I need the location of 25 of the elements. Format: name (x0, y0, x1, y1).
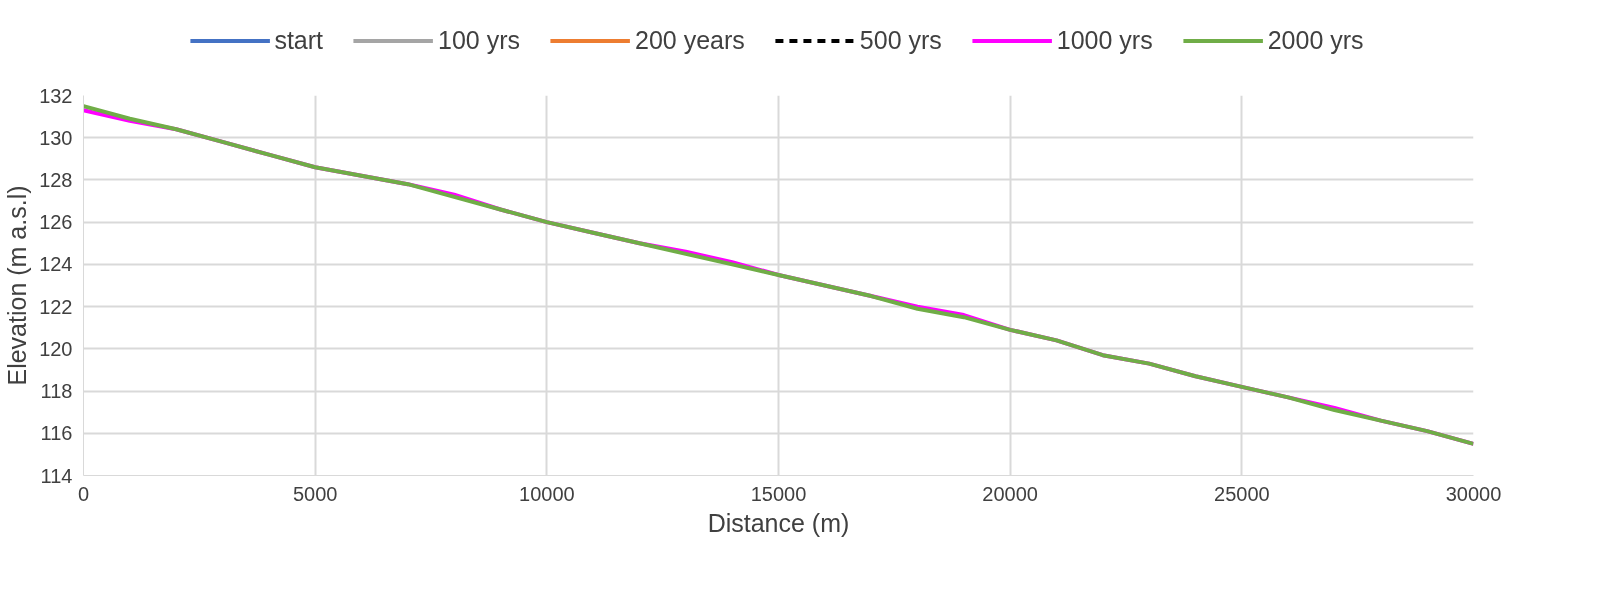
y-tick-label: 126 (39, 211, 73, 234)
x-axis-title: Distance (m) (707, 508, 850, 537)
legend-label: 200 years (635, 25, 745, 55)
x-tick-label: 25000 (1214, 482, 1270, 505)
x-tick-label: 30000 (1445, 482, 1502, 505)
x-tick-label: 20000 (982, 482, 1038, 505)
y-tick-label: 120 (39, 337, 73, 360)
x-tick-label: 0 (77, 482, 90, 505)
y-tick-label: 114 (40, 464, 73, 487)
y-tick-label: 124 (39, 253, 73, 276)
x-tick-label: 10000 (519, 482, 575, 505)
x-tick-label: 5000 (292, 482, 338, 505)
legend-label: 500 yrs (859, 25, 942, 55)
legend-label: 2000 yrs (1267, 25, 1364, 55)
y-tick-label: 118 (40, 380, 73, 403)
y-tick-label: 116 (40, 422, 73, 445)
x-tick-label: 15000 (750, 482, 807, 505)
y-tick-label: 128 (39, 168, 73, 191)
legend-label: start (274, 25, 324, 55)
y-tick-label: 130 (39, 126, 73, 149)
y-tick-label: 132 (39, 84, 73, 107)
legend-label: 100 yrs (438, 25, 521, 55)
y-tick-label: 122 (39, 295, 73, 318)
legend-label: 1000 yrs (1056, 25, 1153, 55)
y-axis-title: Elevation (m a.s.l) (3, 185, 32, 386)
